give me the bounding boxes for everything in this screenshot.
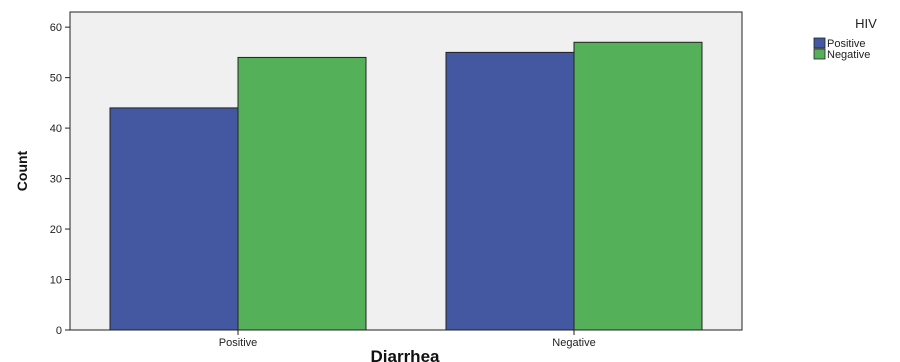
y-tick-label: 10 [50, 275, 62, 287]
x-tick-label: Positive [219, 337, 258, 349]
legend-label: Positive [827, 38, 866, 50]
y-tick-label: 50 [50, 73, 62, 85]
y-axis-title: Count [14, 150, 30, 191]
y-tick-label: 20 [50, 224, 62, 236]
x-axis: Positive Negative [219, 330, 596, 349]
bars [109, 41, 703, 331]
y-axis: 0 10 20 30 40 50 60 [50, 22, 70, 337]
legend-swatch [813, 37, 826, 49]
bar-positive-negative [237, 56, 367, 331]
bar-negative-positive [445, 51, 575, 331]
legend-title: HIV [855, 16, 877, 31]
legend-label: Negative [827, 49, 870, 61]
x-axis-title: Diarrhea [371, 347, 441, 362]
bar-positive-positive [109, 107, 239, 331]
y-tick-label: 60 [50, 22, 62, 34]
x-tick-label: Negative [552, 337, 595, 349]
bar-negative-negative [573, 41, 703, 331]
y-tick-label: 0 [56, 325, 62, 337]
y-tick-label: 30 [50, 174, 62, 186]
legend-swatch [813, 48, 826, 60]
y-tick-label: 40 [50, 123, 62, 135]
